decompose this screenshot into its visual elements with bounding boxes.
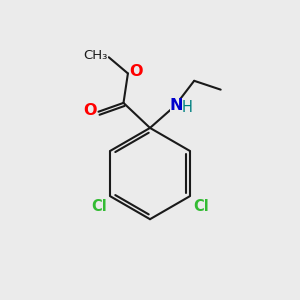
Text: Cl: Cl <box>92 199 107 214</box>
Text: O: O <box>129 64 143 80</box>
Text: H: H <box>182 100 193 115</box>
Text: Cl: Cl <box>193 199 208 214</box>
Text: O: O <box>83 103 96 118</box>
Text: N: N <box>170 98 183 113</box>
Text: CH₃: CH₃ <box>83 49 108 62</box>
